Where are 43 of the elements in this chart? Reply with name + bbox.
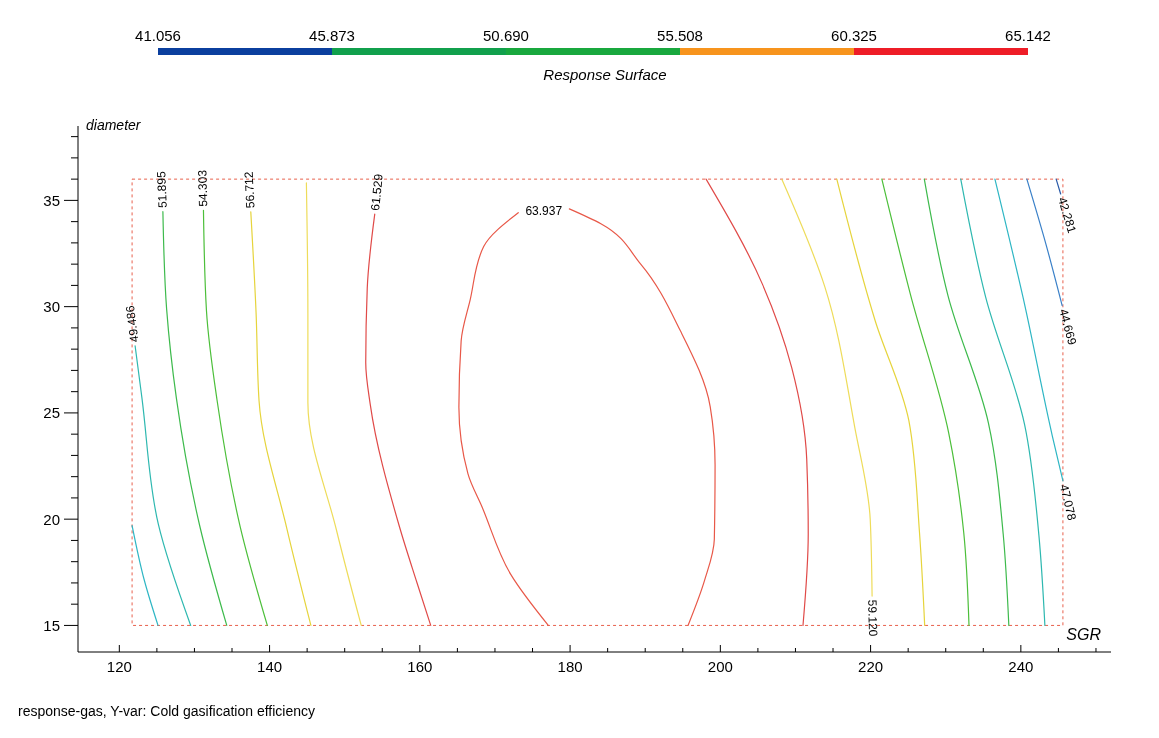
- text: 56.712: [241, 170, 258, 209]
- color-bar-label: 60.325: [831, 27, 877, 44]
- color-bar-label: 65.142: [1005, 27, 1051, 44]
- text: 59.120: [865, 599, 881, 637]
- text: 49.486: [122, 304, 142, 344]
- y-tick-label: 25: [43, 404, 60, 422]
- text: 61.529: [368, 173, 386, 212]
- x-axis-title: SGR: [1066, 626, 1102, 643]
- line-series: [162, 211, 228, 627]
- x-tick-label: 180: [557, 658, 583, 675]
- line-series: [705, 178, 809, 627]
- line-series: [781, 178, 873, 597]
- line-series: [305, 182, 362, 627]
- y-tick-label: 35: [43, 191, 60, 209]
- color-bar-label: 55.508: [657, 27, 703, 44]
- x-tick-label: 160: [407, 658, 433, 675]
- x-tick-label: 240: [1008, 658, 1034, 675]
- text: 42.281: [1055, 195, 1080, 235]
- text: response-gas, Y-var: Cold gasification efficiency: [18, 703, 316, 719]
- line-series: [250, 211, 312, 627]
- text: 47.078: [1056, 482, 1080, 523]
- line-series: [923, 178, 1010, 627]
- y-axis-title: diameter: [86, 117, 142, 133]
- y-tick-label: 15: [43, 616, 60, 634]
- line-series: [365, 213, 432, 627]
- y-tick-label: 20: [43, 510, 60, 528]
- y-tick-label: 30: [43, 298, 60, 316]
- text: 54.303: [195, 169, 211, 207]
- color-bar-label: 50.690: [483, 27, 529, 44]
- color-bar-label: 41.056: [135, 27, 181, 44]
- chart-title: Response Surface: [543, 66, 667, 83]
- text: 44.669: [1056, 307, 1080, 347]
- line-series: [960, 178, 1046, 627]
- x-tick-label: 120: [106, 658, 132, 675]
- x-tick-label: 220: [858, 658, 884, 675]
- line-series: [881, 178, 970, 627]
- line-series: [202, 209, 268, 627]
- line-series: [134, 345, 192, 627]
- x-tick-label: 200: [707, 658, 733, 675]
- x-tick-label: 140: [257, 658, 283, 675]
- text: 51.895: [154, 170, 170, 209]
- color-bar-label: 45.873: [309, 27, 355, 44]
- series-label: 63.937: [525, 203, 563, 218]
